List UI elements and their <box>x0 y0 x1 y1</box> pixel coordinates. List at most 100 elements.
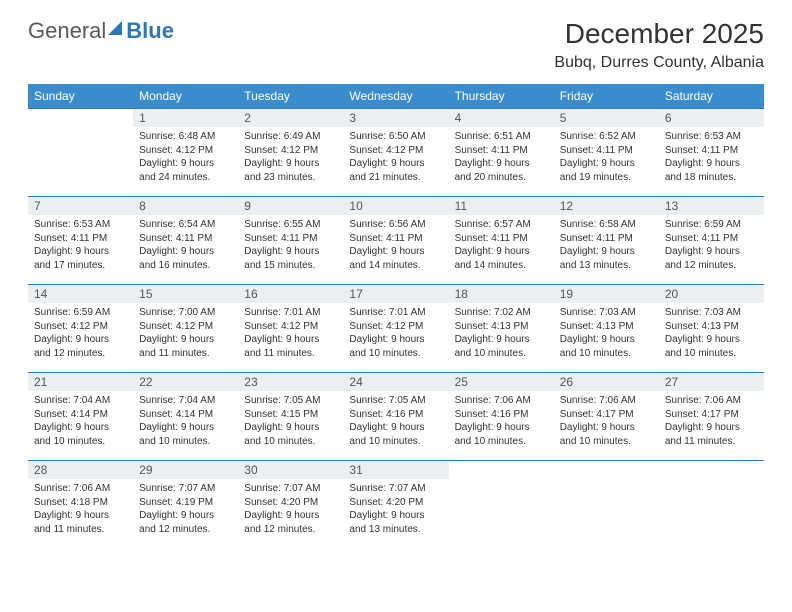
day-info: Sunrise: 6:50 AMSunset: 4:12 PMDaylight:… <box>343 127 448 188</box>
calendar-table: SundayMondayTuesdayWednesdayThursdayFrid… <box>28 84 764 549</box>
day-number: 11 <box>449 197 554 215</box>
day-info: Sunrise: 7:02 AMSunset: 4:13 PMDaylight:… <box>449 303 554 364</box>
calendar-cell: 14Sunrise: 6:59 AMSunset: 4:12 PMDayligh… <box>28 285 133 373</box>
logo-main: General <box>28 18 106 44</box>
day-info: Sunrise: 6:55 AMSunset: 4:11 PMDaylight:… <box>238 215 343 276</box>
day-header: Monday <box>133 84 238 109</box>
day-header: Tuesday <box>238 84 343 109</box>
calendar-cell: 31Sunrise: 7:07 AMSunset: 4:20 PMDayligh… <box>343 461 448 549</box>
calendar-cell <box>449 461 554 549</box>
day-info: Sunrise: 7:04 AMSunset: 4:14 PMDaylight:… <box>28 391 133 452</box>
calendar-cell: 19Sunrise: 7:03 AMSunset: 4:13 PMDayligh… <box>554 285 659 373</box>
calendar-cell: 28Sunrise: 7:06 AMSunset: 4:18 PMDayligh… <box>28 461 133 549</box>
day-header: Sunday <box>28 84 133 109</box>
day-number: 21 <box>28 373 133 391</box>
day-info: Sunrise: 7:00 AMSunset: 4:12 PMDaylight:… <box>133 303 238 364</box>
day-info: Sunrise: 6:56 AMSunset: 4:11 PMDaylight:… <box>343 215 448 276</box>
calendar-cell: 11Sunrise: 6:57 AMSunset: 4:11 PMDayligh… <box>449 197 554 285</box>
day-info: Sunrise: 7:05 AMSunset: 4:16 PMDaylight:… <box>343 391 448 452</box>
day-info: Sunrise: 7:06 AMSunset: 4:17 PMDaylight:… <box>554 391 659 452</box>
day-header: Friday <box>554 84 659 109</box>
day-number: 20 <box>659 285 764 303</box>
day-info: Sunrise: 7:07 AMSunset: 4:20 PMDaylight:… <box>343 479 448 540</box>
calendar-cell: 1Sunrise: 6:48 AMSunset: 4:12 PMDaylight… <box>133 109 238 197</box>
day-number: 27 <box>659 373 764 391</box>
day-number: 6 <box>659 109 764 127</box>
calendar-cell: 4Sunrise: 6:51 AMSunset: 4:11 PMDaylight… <box>449 109 554 197</box>
day-info: Sunrise: 6:54 AMSunset: 4:11 PMDaylight:… <box>133 215 238 276</box>
day-number: 26 <box>554 373 659 391</box>
calendar-cell: 29Sunrise: 7:07 AMSunset: 4:19 PMDayligh… <box>133 461 238 549</box>
day-number: 23 <box>238 373 343 391</box>
calendar-cell: 12Sunrise: 6:58 AMSunset: 4:11 PMDayligh… <box>554 197 659 285</box>
day-number: 14 <box>28 285 133 303</box>
day-info: Sunrise: 6:53 AMSunset: 4:11 PMDaylight:… <box>659 127 764 188</box>
calendar-cell: 16Sunrise: 7:01 AMSunset: 4:12 PMDayligh… <box>238 285 343 373</box>
day-info: Sunrise: 6:52 AMSunset: 4:11 PMDaylight:… <box>554 127 659 188</box>
day-number: 30 <box>238 461 343 479</box>
day-header: Thursday <box>449 84 554 109</box>
day-number: 25 <box>449 373 554 391</box>
day-number: 28 <box>28 461 133 479</box>
calendar-cell: 15Sunrise: 7:00 AMSunset: 4:12 PMDayligh… <box>133 285 238 373</box>
month-title: December 2025 <box>554 18 764 50</box>
day-number: 7 <box>28 197 133 215</box>
calendar-cell: 27Sunrise: 7:06 AMSunset: 4:17 PMDayligh… <box>659 373 764 461</box>
logo: General Blue <box>28 18 174 44</box>
calendar-cell: 6Sunrise: 6:53 AMSunset: 4:11 PMDaylight… <box>659 109 764 197</box>
calendar-cell: 9Sunrise: 6:55 AMSunset: 4:11 PMDaylight… <box>238 197 343 285</box>
calendar-cell: 26Sunrise: 7:06 AMSunset: 4:17 PMDayligh… <box>554 373 659 461</box>
day-info: Sunrise: 6:49 AMSunset: 4:12 PMDaylight:… <box>238 127 343 188</box>
calendar-cell: 3Sunrise: 6:50 AMSunset: 4:12 PMDaylight… <box>343 109 448 197</box>
calendar-cell: 30Sunrise: 7:07 AMSunset: 4:20 PMDayligh… <box>238 461 343 549</box>
day-number: 22 <box>133 373 238 391</box>
logo-accent: Blue <box>126 18 174 44</box>
day-number: 16 <box>238 285 343 303</box>
day-info: Sunrise: 7:01 AMSunset: 4:12 PMDaylight:… <box>238 303 343 364</box>
day-number: 1 <box>133 109 238 127</box>
day-info: Sunrise: 7:03 AMSunset: 4:13 PMDaylight:… <box>659 303 764 364</box>
day-info: Sunrise: 7:07 AMSunset: 4:20 PMDaylight:… <box>238 479 343 540</box>
calendar-cell <box>659 461 764 549</box>
day-info: Sunrise: 7:06 AMSunset: 4:16 PMDaylight:… <box>449 391 554 452</box>
day-number: 24 <box>343 373 448 391</box>
day-info: Sunrise: 7:04 AMSunset: 4:14 PMDaylight:… <box>133 391 238 452</box>
day-info: Sunrise: 7:05 AMSunset: 4:15 PMDaylight:… <box>238 391 343 452</box>
calendar-cell: 21Sunrise: 7:04 AMSunset: 4:14 PMDayligh… <box>28 373 133 461</box>
day-info: Sunrise: 6:51 AMSunset: 4:11 PMDaylight:… <box>449 127 554 188</box>
day-number: 9 <box>238 197 343 215</box>
day-info: Sunrise: 6:57 AMSunset: 4:11 PMDaylight:… <box>449 215 554 276</box>
day-number: 18 <box>449 285 554 303</box>
day-number: 12 <box>554 197 659 215</box>
calendar-cell <box>28 109 133 197</box>
day-number: 8 <box>133 197 238 215</box>
day-number: 3 <box>343 109 448 127</box>
calendar-cell: 13Sunrise: 6:59 AMSunset: 4:11 PMDayligh… <box>659 197 764 285</box>
day-info: Sunrise: 7:03 AMSunset: 4:13 PMDaylight:… <box>554 303 659 364</box>
calendar-cell: 25Sunrise: 7:06 AMSunset: 4:16 PMDayligh… <box>449 373 554 461</box>
day-info: Sunrise: 6:48 AMSunset: 4:12 PMDaylight:… <box>133 127 238 188</box>
calendar-cell: 10Sunrise: 6:56 AMSunset: 4:11 PMDayligh… <box>343 197 448 285</box>
calendar-cell: 7Sunrise: 6:53 AMSunset: 4:11 PMDaylight… <box>28 197 133 285</box>
calendar-cell: 22Sunrise: 7:04 AMSunset: 4:14 PMDayligh… <box>133 373 238 461</box>
day-number: 19 <box>554 285 659 303</box>
day-number: 17 <box>343 285 448 303</box>
day-number: 13 <box>659 197 764 215</box>
location: Bubq, Durres County, Albania <box>554 54 764 72</box>
calendar-cell <box>554 461 659 549</box>
calendar-cell: 23Sunrise: 7:05 AMSunset: 4:15 PMDayligh… <box>238 373 343 461</box>
logo-sail-icon <box>108 21 122 35</box>
day-number: 4 <box>449 109 554 127</box>
day-info: Sunrise: 7:07 AMSunset: 4:19 PMDaylight:… <box>133 479 238 540</box>
calendar-cell: 18Sunrise: 7:02 AMSunset: 4:13 PMDayligh… <box>449 285 554 373</box>
day-number: 2 <box>238 109 343 127</box>
day-info: Sunrise: 6:58 AMSunset: 4:11 PMDaylight:… <box>554 215 659 276</box>
day-header: Wednesday <box>343 84 448 109</box>
calendar-cell: 5Sunrise: 6:52 AMSunset: 4:11 PMDaylight… <box>554 109 659 197</box>
calendar-cell: 8Sunrise: 6:54 AMSunset: 4:11 PMDaylight… <box>133 197 238 285</box>
day-info: Sunrise: 7:06 AMSunset: 4:17 PMDaylight:… <box>659 391 764 452</box>
day-info: Sunrise: 6:59 AMSunset: 4:12 PMDaylight:… <box>28 303 133 364</box>
day-info: Sunrise: 6:53 AMSunset: 4:11 PMDaylight:… <box>28 215 133 276</box>
calendar-cell: 20Sunrise: 7:03 AMSunset: 4:13 PMDayligh… <box>659 285 764 373</box>
day-number: 5 <box>554 109 659 127</box>
